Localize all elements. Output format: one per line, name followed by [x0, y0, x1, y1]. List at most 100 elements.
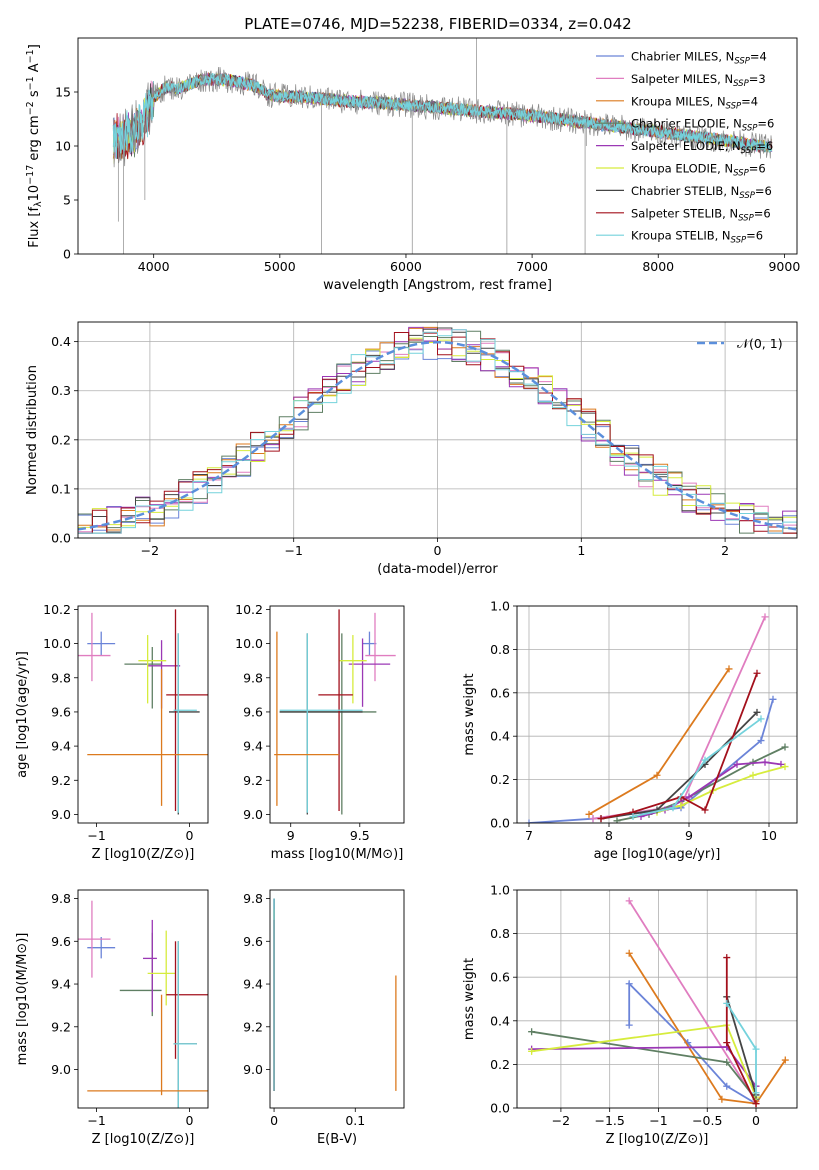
series-line — [632, 718, 762, 818]
histogram-chabrier-miles — [78, 342, 797, 531]
chart-residuals: −2 −1 0 1 2 0.0 0.1 0.2 0.3 0.4 𝒩(0, 1) (data-model… — [25, 321, 798, 577]
series-marker — [723, 1039, 731, 1047]
y-tick-label: 10.2 — [43, 602, 71, 617]
series-marker — [757, 737, 765, 745]
y-tick-label: 9.6 — [51, 704, 71, 719]
y-tick-label: 9.4 — [51, 739, 71, 754]
y-tick-label: 0.3 — [51, 383, 71, 398]
plot-area — [78, 326, 797, 534]
error-bar-point — [279, 633, 363, 813]
y-tick-label: 9.8 — [243, 670, 263, 685]
y-tick-label: 9.2 — [243, 773, 263, 788]
series-marker — [685, 793, 693, 801]
series-marker — [597, 815, 605, 823]
series-marker — [589, 815, 597, 823]
x-tick-label: −0.5 — [692, 1113, 722, 1128]
legend: Chabrier MILES, NSSP=4 Salpeter MILES, NS… — [596, 50, 774, 246]
y-tick-label: 9.6 — [243, 934, 263, 949]
error-bar-point — [166, 941, 208, 1059]
y-tick-label: 0.0 — [51, 531, 71, 546]
x-axis-label: Z [log10(Z/Z⊙)] — [92, 1132, 195, 1147]
series-marker — [761, 613, 769, 621]
error-bar-point — [78, 612, 111, 682]
y-tick-label: 0.8 — [490, 926, 510, 941]
y-tick-label: 9.4 — [51, 977, 71, 992]
series-line — [628, 900, 757, 1102]
x-tick-label: 0 — [434, 543, 442, 558]
axes-frame — [516, 605, 798, 824]
series-marker — [753, 669, 761, 677]
y-tick-label: 9.0 — [243, 807, 263, 822]
error-bar-point — [348, 638, 391, 707]
axes-frame — [269, 889, 405, 1109]
series-marker — [777, 760, 785, 768]
y-tick-label: 9.4 — [243, 977, 263, 992]
chart-mass-weight-vs-age: 7 8 9 10 0.0 0.2 0.4 0.6 0.8 1.0 age [log10(age/yr… — [462, 599, 798, 862]
axes-frame — [77, 37, 798, 255]
figure-title: PLATE=0746, MJD=52238, FIBERID=0334, z=0… — [244, 15, 631, 33]
error-bar-point — [78, 900, 111, 978]
y-axis-label: mass weight — [462, 958, 477, 1040]
error-bar-point — [339, 635, 367, 704]
y-tick-label: 9.4 — [243, 739, 263, 754]
axes-frame — [516, 889, 798, 1109]
chart-age-vs-z: −1 0 9.0 9.2 9.4 9.6 9.8 10.0 10.2 Z [log10(Z/Z⊙)… — [15, 602, 209, 862]
series-marker — [733, 760, 741, 768]
y-tick-label: 0.2 — [490, 772, 510, 787]
y-axis-label: mass [log10(M/M⊙)] — [15, 933, 30, 1066]
series-marker — [613, 817, 621, 823]
y-tick-label: 0.2 — [51, 432, 71, 447]
plot-area — [78, 609, 208, 815]
legend-entry: Salpeter MILES, NSSP=3 — [631, 72, 766, 89]
series-marker — [585, 810, 593, 818]
legend-entry: Salpeter STELIB, NSSP=6 — [631, 206, 771, 223]
axes-frame — [269, 605, 405, 824]
series-marker — [625, 980, 633, 988]
y-tick-label: 9.8 — [51, 891, 71, 906]
axes-frame — [77, 321, 798, 539]
plot-area — [274, 609, 396, 815]
x-tick-label: −2 — [141, 543, 159, 558]
y-tick-label: 0 — [63, 247, 71, 262]
x-tick-label: 9.5 — [350, 828, 370, 843]
x-axis-label: age [log10(age/yr)] — [594, 847, 721, 862]
error-bar-point — [362, 631, 377, 656]
error-bar-point — [119, 932, 162, 1017]
x-axis-label: Z [log10(Z/Z⊙)] — [92, 847, 195, 862]
y-tick-label: 0.4 — [490, 729, 510, 744]
x-tick-label: −1 — [284, 543, 302, 558]
series-marker — [781, 1056, 789, 1064]
legend-entry: Kroupa STELIB, NSSP=6 — [631, 229, 763, 246]
legend-entry: Chabrier ELODIE, NSSP=6 — [631, 117, 774, 134]
y-tick-label: 0.1 — [51, 481, 71, 496]
x-tick-label: 8000 — [642, 259, 674, 274]
x-tick-label: 6000 — [390, 259, 422, 274]
y-tick-label: 10 — [55, 139, 71, 154]
x-axis-label: Z [log10(Z/Z⊙)] — [606, 1132, 709, 1147]
legend-entry: Kroupa ELODIE, NSSP=6 — [631, 162, 766, 179]
error-bar-point — [173, 941, 197, 1108]
series-line — [600, 711, 758, 820]
chart-spectrum: 4000 5000 6000 7000 8000 9000 0 5 10 15 Chabrier M… — [25, 37, 800, 293]
y-tick-label: 9.6 — [51, 934, 71, 949]
series-marker — [625, 897, 633, 905]
x-tick-label: 7 — [525, 828, 533, 843]
x-tick-label: 9000 — [768, 259, 800, 274]
histogram-kroupa-stelib — [78, 329, 797, 534]
series-line — [628, 952, 787, 1105]
y-tick-label: 9.6 — [243, 704, 263, 719]
series-marker — [753, 708, 761, 716]
y-tick-label: 15 — [55, 85, 71, 100]
series-marker — [723, 954, 731, 962]
normal-curve — [78, 340, 797, 531]
series-marker — [528, 1028, 536, 1036]
y-axis-label: age [log10(age/yr)] — [15, 651, 30, 778]
y-tick-label: 9.8 — [243, 891, 263, 906]
x-tick-label: 7000 — [516, 259, 548, 274]
error-bar-point — [173, 633, 197, 813]
series-marker — [653, 771, 661, 779]
x-tick-label: −1 — [87, 828, 105, 843]
axes-frame — [77, 605, 209, 824]
x-tick-label: 9 — [287, 828, 295, 843]
x-tick-label: 0 — [185, 828, 193, 843]
